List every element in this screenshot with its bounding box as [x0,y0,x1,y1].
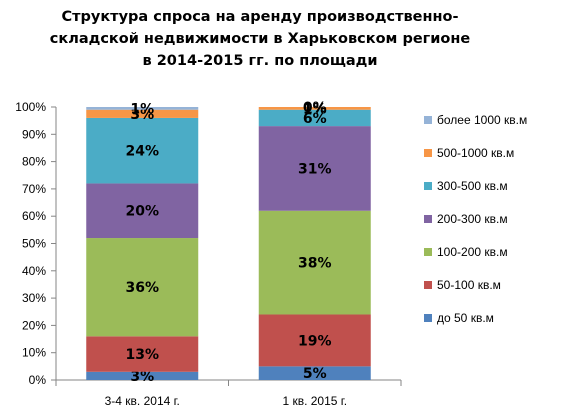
legend-swatch [424,149,432,157]
category-label: 1 кв. 2015 г. [282,394,347,408]
y-tick-label: 10% [22,346,46,360]
legend-label: 300-500 кв.м [437,179,508,193]
bar-segment [86,336,199,372]
category-label: 3-4 кв. 2014 г. [105,394,180,408]
legend-swatch [424,281,432,289]
y-tick-label: 40% [22,264,46,278]
bar-segment [258,109,371,127]
data-label: 24% [125,144,159,160]
data-label: 13% [125,347,159,363]
bar-segment [86,109,199,118]
y-tick-label: 100% [15,100,46,114]
bar-segment [258,210,371,315]
y-tick-label: 80% [22,155,46,169]
bar-segment [86,107,199,110]
data-label: 3% [130,107,154,123]
y-tick-label: 20% [22,318,46,332]
legend-label: 100-200 кв.м [437,245,508,259]
y-tick-label: 30% [22,291,46,305]
bar-segment [258,126,371,211]
legend-swatch [424,248,432,256]
y-tick-label: 70% [22,182,46,196]
bar-segment [258,366,371,380]
data-label: 38% [298,256,332,272]
bar-segment [86,371,199,380]
bar-segment [258,107,371,110]
y-tick-label: 60% [22,209,46,223]
chart-title: Структура спроса на аренду производствен… [40,6,480,72]
data-label: 5% [303,366,327,382]
data-label: 19% [298,333,332,349]
data-label: 1% [303,101,327,117]
legend-swatch [424,182,432,190]
chart-title-line-1: Структура спроса на аренду производствен… [61,9,459,25]
data-label: 3% [130,369,154,385]
legend-label: до 50 кв.м [437,311,494,325]
legend-swatch [424,314,432,322]
chart-title-line-3: в 2014-2015 гг. по площади [142,53,378,69]
data-label: 6% [303,111,327,127]
legend-label: 50-100 кв.м [437,278,501,292]
legend-label: 200-300 кв.м [437,212,508,226]
legend-label: более 1000 кв.м [437,113,527,127]
y-tick-label: 50% [22,237,46,251]
y-tick-label: 0% [29,373,47,387]
data-label: 0% [303,100,327,116]
legend-swatch [424,215,432,223]
bar-segment [86,238,199,337]
bar-segment [258,314,371,367]
data-label: 20% [125,204,159,220]
y-tick-label: 90% [22,127,46,141]
chart-title-line-2: складской недвижимости в Харьковском рег… [49,31,471,47]
data-label: 1% [130,101,154,117]
bar-segment [86,183,199,239]
data-label: 36% [125,280,159,296]
bar-segment [86,117,199,184]
legend-label: 500-1000 кв.м [437,146,514,160]
data-label: 31% [298,161,332,177]
legend-swatch [424,116,432,124]
